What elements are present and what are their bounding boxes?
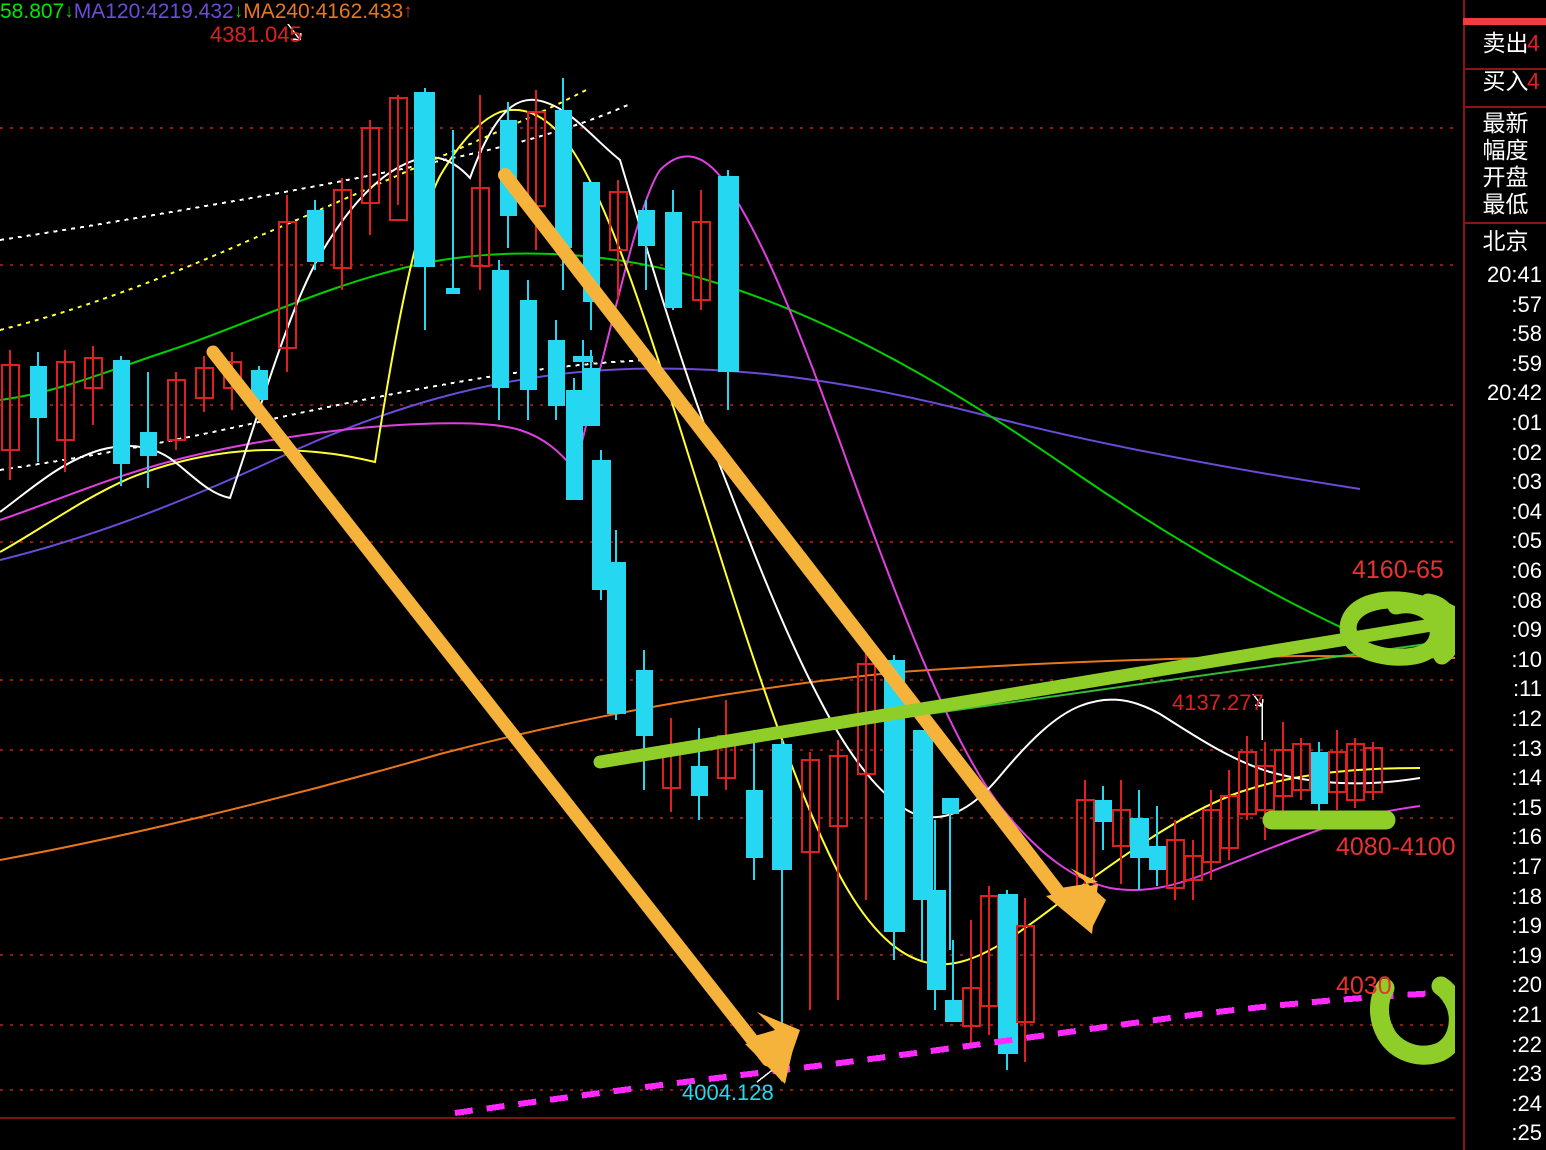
- time-tick: :18: [1511, 883, 1542, 909]
- sidebar-divider-vertical: [1463, 0, 1465, 1150]
- time-tick: :09: [1511, 617, 1542, 643]
- ma120-readout: MA120:4219.432: [73, 0, 234, 23]
- time-tick: :16: [1511, 824, 1542, 850]
- time-tick: :01: [1511, 410, 1542, 435]
- time-tick: :22: [1511, 1031, 1542, 1057]
- time-tick: 20:42: [1486, 380, 1542, 406]
- descending-dotted-cyan: [209, 351, 781, 1079]
- recent-high-label: 4137.277: [1172, 690, 1264, 715]
- time-tick: :17: [1511, 854, 1542, 879]
- ma60-line: [0, 252, 1361, 637]
- field-latest: 最新: [1482, 110, 1529, 136]
- sidebar-hline-2: [1463, 106, 1546, 108]
- time-tick: :20: [1511, 972, 1542, 998]
- time-tick: :15: [1511, 794, 1542, 820]
- sell-value: 4: [1527, 30, 1540, 56]
- buy-label[interactable]: 买入: [1482, 68, 1529, 94]
- time-tick: 20:41: [1486, 262, 1542, 287]
- time-tick: :57: [1511, 291, 1542, 317]
- arrow-down-icon-1: ↓: [64, 1, 74, 22]
- city-label: 北京: [1482, 228, 1529, 254]
- candlesticks: [1, 78, 1383, 1078]
- time-tick: :12: [1511, 706, 1542, 731]
- field-low: 最低: [1482, 191, 1529, 217]
- time-tick: :19: [1511, 913, 1542, 939]
- time-tick: :21: [1511, 1002, 1542, 1027]
- time-tick: :58: [1511, 321, 1542, 347]
- time-tick: :14: [1511, 765, 1542, 791]
- support-zone-label: 4080-4100: [1336, 833, 1456, 861]
- time-tick: :10: [1511, 646, 1542, 672]
- ma240-readout: MA240:4162.433: [243, 0, 404, 23]
- time-tick: :11: [1513, 676, 1542, 702]
- last-value: 58.807: [0, 0, 65, 23]
- time-tick: :04: [1511, 498, 1542, 524]
- time-tick: :06: [1511, 558, 1542, 583]
- time-tick: :05: [1511, 528, 1542, 554]
- indicator-readout-bar: 58.807↓MA120:4219.432↓MA240:4162.433↑: [0, 0, 1455, 24]
- lower-support-label: 4030: [1336, 972, 1392, 1000]
- time-tick: :59: [1511, 350, 1542, 376]
- upper-dotted-yellow: [0, 87, 591, 331]
- trough-low-label: 4004.128: [682, 1080, 774, 1105]
- candlestick-chart[interactable]: [0, 0, 1455, 1150]
- magenta-dotted-support: [454, 989, 1455, 1116]
- peak-high-label: 4381.045: [210, 22, 302, 47]
- field-open: 开盘: [1482, 164, 1529, 190]
- sidebar-hline-1: [1463, 68, 1546, 70]
- time-tick: :24: [1511, 1090, 1542, 1116]
- time-tick: :23: [1511, 1061, 1542, 1087]
- field-change: 幅度: [1482, 137, 1529, 163]
- time-tick: :25: [1511, 1120, 1542, 1146]
- quote-sidebar: 卖出 4 买入 4 最新 幅度 开盘 最低 北京 20:41 :57 :58 :59 2…: [1455, 0, 1546, 1150]
- arrow-up-icon: ↑: [403, 1, 413, 22]
- sidebar-hline-3: [1463, 222, 1546, 224]
- time-tick: :03: [1511, 469, 1542, 495]
- buy-value: 4: [1527, 68, 1540, 94]
- time-tick: :19: [1511, 942, 1542, 968]
- sidebar-top-accent-bar: [1463, 18, 1546, 25]
- upper-dotted-white: [0, 103, 631, 241]
- time-tick: :13: [1511, 735, 1542, 761]
- time-tick: :08: [1511, 587, 1542, 613]
- time-tick: :02: [1511, 439, 1542, 465]
- arrow-down-icon-2: ↓: [233, 1, 244, 22]
- sell-label[interactable]: 卖出: [1482, 30, 1529, 56]
- resistance-zone-label: 4160-65: [1352, 556, 1444, 584]
